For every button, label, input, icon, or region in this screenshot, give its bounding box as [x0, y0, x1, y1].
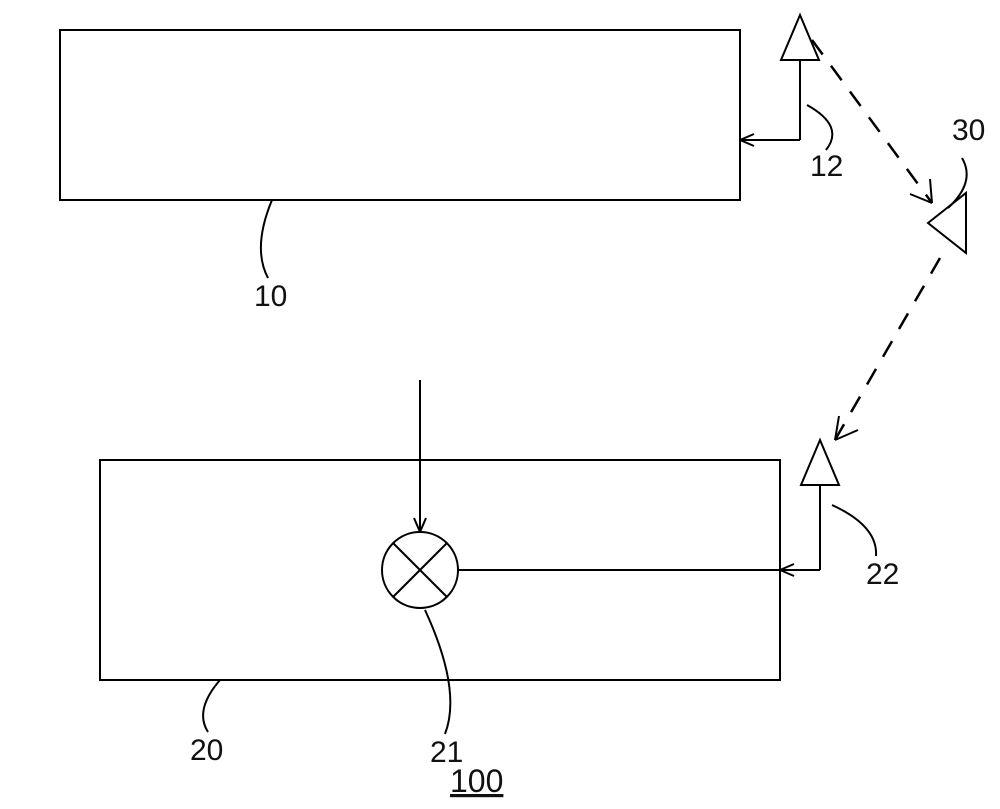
figure-number: 100: [450, 763, 503, 799]
leader-10: [261, 200, 272, 278]
label-30: 30: [952, 114, 985, 147]
relay-30: [928, 193, 966, 253]
diagram-root: 10 12 30 20 21: [0, 0, 1000, 809]
input-signal: [414, 380, 426, 532]
label-22: 22: [866, 558, 899, 591]
leader-22: [832, 505, 876, 556]
leader-12: [807, 105, 832, 150]
label-20: 20: [190, 734, 223, 767]
label-10: 10: [254, 280, 287, 313]
leader-20: [203, 680, 220, 732]
block-top: [60, 30, 740, 200]
leader-21: [425, 610, 450, 734]
link-relay-to-bottom: [835, 258, 940, 440]
antenna-top: [740, 15, 819, 146]
label-12: 12: [810, 150, 843, 183]
mixer: [382, 532, 458, 608]
